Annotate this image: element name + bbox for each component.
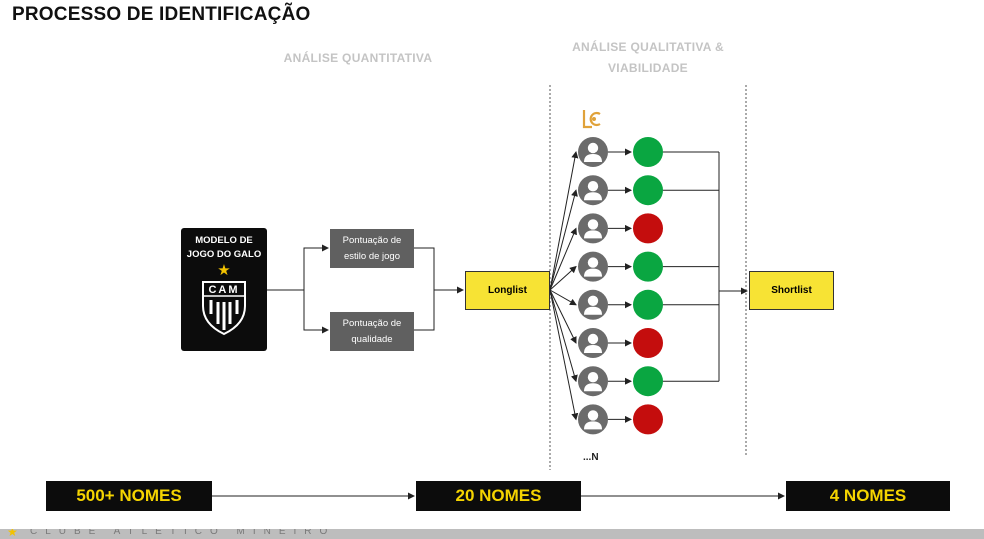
status-dot-approved (633, 366, 663, 397)
crest-icon: CAM (202, 281, 246, 336)
quality-score-line2: qualidade (351, 333, 393, 345)
fan-arrow (549, 289, 578, 383)
section-label-qualitative-line1: ANÁLISE QUALITATIVA & (572, 40, 724, 54)
connector-to-style (303, 244, 329, 290)
shortlist-box: Shortlist (749, 271, 834, 310)
fan-arrow (549, 289, 577, 306)
user-icon-head (587, 410, 599, 421)
footer-star-icon: ★ (7, 529, 18, 539)
model-label: MODELO DE JOGO DO GALO (181, 234, 267, 262)
style-score-line1: Pontuação de (342, 234, 402, 246)
user-icon-body (584, 230, 602, 239)
section-label-qualitative-line2: VIABILIDADE (608, 61, 688, 75)
fan-arrow (549, 289, 577, 344)
status-dot-approved (633, 251, 663, 282)
crest-text: CAM (208, 284, 239, 296)
model-label-line2: JOGO DO GALO (186, 249, 262, 260)
status-dot-approved (633, 137, 663, 167)
more-players-label: ...N (583, 452, 599, 463)
footer-bar: ★ CLUBE ATLÉTICO MINEIRO (0, 529, 984, 539)
user-icon-body (584, 383, 602, 392)
user-icon-head (587, 295, 599, 306)
user-icon-head (587, 219, 599, 230)
fan-arrow (549, 227, 577, 291)
model-card: MODELO DE JOGO DO GALO ★ CAM (181, 228, 267, 351)
connector-quality-out (414, 290, 435, 331)
user-icon-body (584, 268, 602, 277)
status-dot-approved (633, 289, 663, 320)
status-dot-approved (633, 175, 663, 206)
funnel-end-box: 4 NOMES (786, 481, 950, 511)
footer-text: CLUBE ATLÉTICO MINEIRO (30, 529, 336, 537)
status-dot-rejected (633, 328, 663, 358)
funnel-middle-box: 20 NOMES (416, 481, 581, 511)
user-icon-head (587, 181, 599, 192)
user-icon-body (584, 421, 602, 430)
user-icon-body (584, 306, 602, 315)
status-dot-rejected (633, 213, 663, 244)
star-icon: ★ (217, 262, 231, 279)
style-score-box: Pontuação de estilo de jogo (330, 229, 414, 268)
connector-style-out (414, 247, 435, 290)
user-icon-body (584, 345, 602, 353)
user-icon-body (584, 154, 602, 162)
user-icon-body (584, 192, 602, 201)
fan-arrow (549, 289, 579, 421)
section-label-qualitative: ANÁLISE QUALITATIVA & VIABILIDADE (548, 37, 748, 79)
style-score-line2: estilo de jogo (344, 250, 400, 262)
connector-to-quality (303, 290, 329, 334)
status-dot-rejected (633, 404, 663, 435)
fan-arrow (549, 151, 579, 291)
funnel-start-box: 500+ NOMES (46, 481, 212, 511)
user-icon-head (587, 257, 599, 268)
user-icon-head (587, 333, 599, 345)
quality-score-line1: Pontuação de (342, 317, 402, 329)
section-label-quantitative: ANÁLISE QUANTITATIVA (283, 51, 433, 65)
page-title: PROCESSO DE IDENTIFICAÇÃO (12, 4, 311, 25)
longlist-box: Longlist (465, 271, 550, 310)
quality-score-box: Pontuação de qualidade (330, 312, 414, 351)
lc-logo-icon (582, 110, 601, 129)
user-icon-head (587, 372, 599, 383)
model-label-line1: MODELO DE (195, 235, 253, 246)
fan-arrow (549, 189, 578, 291)
fan-arrow (549, 265, 577, 291)
user-icon-head (587, 142, 599, 154)
